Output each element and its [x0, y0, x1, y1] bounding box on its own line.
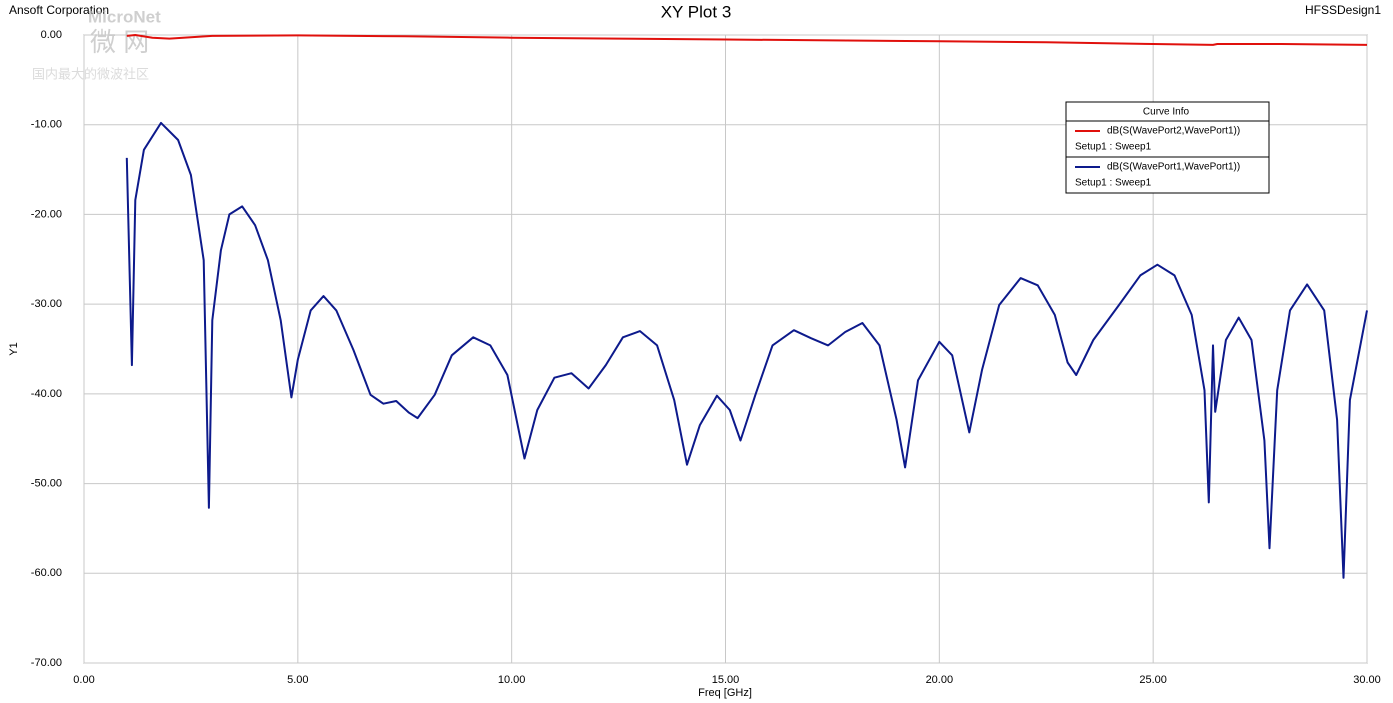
corner-left: Ansoft Corporation [9, 3, 109, 17]
x-tick-label: 30.00 [1353, 674, 1381, 686]
series-line [125, 121, 1368, 579]
watermark: MicroNet [88, 7, 161, 26]
legend-setup: Setup1 : Sweep1 [1075, 142, 1152, 153]
y-tick-label: -20.00 [31, 208, 62, 220]
y-tick-label: -50.00 [31, 477, 62, 489]
legend-title: Curve Info [1143, 107, 1190, 118]
legend: Curve Info dB(S(WavePort2,WavePort1)) Set… [1065, 101, 1270, 194]
x-axis-label: Freq [GHz] [698, 687, 752, 699]
y-tick-label: -30.00 [31, 298, 62, 310]
x-tick-label: 20.00 [926, 674, 954, 686]
x-tick-label: 25.00 [1139, 674, 1167, 686]
legend-label: dB(S(WavePort2,WavePort1)) [1107, 126, 1240, 137]
y-tick-label: -60.00 [31, 567, 62, 579]
x-tick-label: 0.00 [73, 674, 94, 686]
watermark: 国内最大的微波社区 [32, 66, 149, 81]
y-axis-label: Y1 [8, 342, 20, 355]
watermark: 微 网 [90, 27, 149, 57]
x-tick-label: 15.00 [712, 674, 740, 686]
y-tick-label: -10.00 [31, 119, 62, 131]
corner-right: HFSSDesign1 [1305, 3, 1381, 17]
y-tick-label: -40.00 [31, 388, 62, 400]
x-tick-label: 10.00 [498, 674, 526, 686]
legend-box [1065, 101, 1270, 194]
x-tick-label: 5.00 [287, 674, 308, 686]
y-tick-label: 0.00 [41, 29, 62, 41]
legend-label: dB(S(WavePort1,WavePort1)) [1107, 162, 1240, 173]
chart-title: XY Plot 3 [661, 2, 732, 21]
legend-setup: Setup1 : Sweep1 [1075, 178, 1152, 189]
series-line [126, 34, 1368, 46]
y-tick-label: -70.00 [31, 657, 62, 669]
